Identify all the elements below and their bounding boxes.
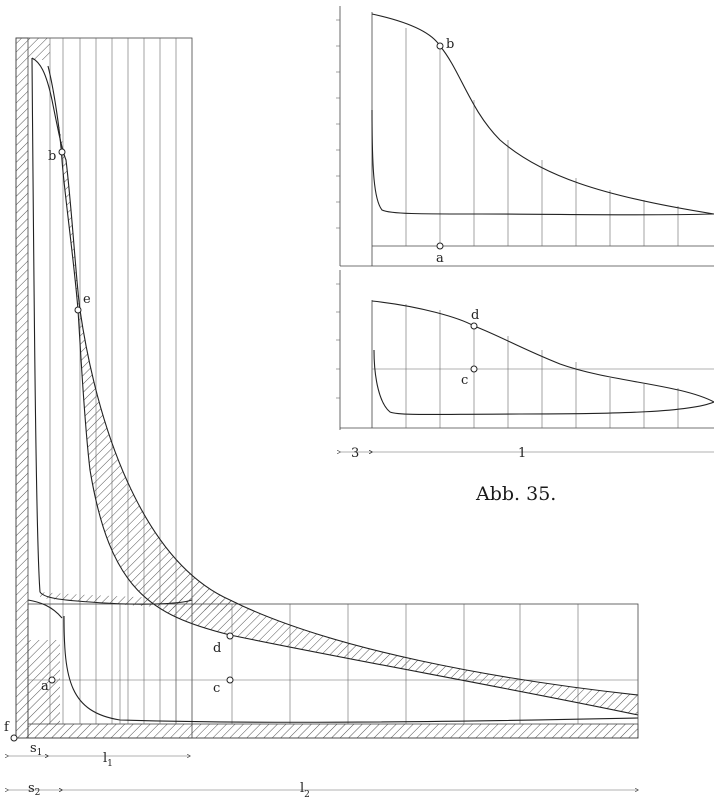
- main-lower-expansion-curve: [47, 65, 639, 716]
- wide-frame-grid: [28, 604, 638, 724]
- svg-text:l2: l2: [300, 781, 310, 800]
- svg-text:s2: s2: [28, 781, 40, 798]
- main-left-wall-curve: [27, 599, 63, 619]
- wide-frame: [27, 603, 639, 739]
- hatched-top-wall: [28, 38, 50, 60]
- point-d-marker: [226, 632, 234, 640]
- inset-bottom-point-c: [470, 365, 478, 373]
- inset-dimension-right: 1: [372, 446, 714, 461]
- main-left-steep-curve: [31, 57, 193, 605]
- inset-top-point-a: [436, 242, 444, 250]
- point-label-b: b: [48, 149, 56, 164]
- svg-text:l1: l1: [103, 751, 113, 769]
- tall-frame-grid: [49, 38, 177, 724]
- dimension-l2: l2: [62, 781, 638, 800]
- hatched-compression-band: [40, 592, 232, 612]
- svg-text:1: 1: [518, 446, 526, 461]
- inset-dimension-left: 3: [340, 446, 372, 461]
- hatched-left-wall: [15, 37, 29, 739]
- inset-top-point-b: [436, 42, 444, 50]
- svg-text:s1: s1: [30, 741, 42, 758]
- svg-text:3: 3: [351, 446, 359, 461]
- main-bottom-loop-curve: [63, 615, 639, 723]
- main-diagram: b e d c a f s1 l1 s2 l2: [4, 37, 639, 800]
- point-e-marker: [74, 306, 82, 314]
- figure-caption: Abb. 35.: [475, 483, 556, 505]
- point-label-c: c: [213, 681, 220, 696]
- point-label-f: f: [4, 720, 10, 735]
- point-label-d: d: [213, 641, 221, 656]
- dimension-l1: l1: [48, 751, 190, 769]
- inset-top-diagram: b a: [336, 6, 714, 267]
- tall-frame: [15, 37, 193, 739]
- point-c-marker: [226, 676, 234, 684]
- inset-top-label-a: a: [436, 251, 444, 266]
- point-f-marker: [10, 734, 18, 742]
- main-upper-expansion-curve: [31, 57, 639, 696]
- point-label-a: a: [41, 679, 49, 694]
- inset-top-curve: [371, 13, 714, 216]
- inset-top-label-b: b: [446, 37, 454, 52]
- inset-bottom-point-d: [470, 322, 478, 330]
- point-label-e: e: [83, 292, 91, 307]
- hatched-bottom-floor: [27, 723, 639, 739]
- inset-bottom-label-d: d: [471, 308, 479, 323]
- point-b-marker: [58, 148, 66, 156]
- inset-bottom-diagram: d c 3 1 Abb. 35.: [336, 270, 714, 505]
- point-a-marker: [48, 676, 56, 684]
- dimension-s1: s1: [8, 741, 48, 758]
- hatched-expansion-band: [48, 66, 638, 715]
- inset-bottom-curve: [371, 300, 714, 416]
- dimension-s2: s2: [8, 781, 62, 798]
- inset-bottom-label-c: c: [461, 373, 468, 388]
